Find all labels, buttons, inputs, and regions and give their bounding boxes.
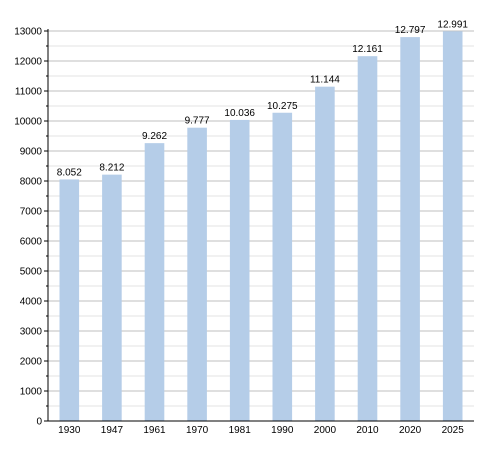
data-label-2010: 12.161 <box>352 44 383 55</box>
y-tick-label: 12000 <box>14 57 42 68</box>
y-tick-label: 8000 <box>20 177 43 188</box>
bar-2020 <box>400 37 420 422</box>
x-tick-label-1930: 1930 <box>58 425 81 436</box>
data-label-1981: 10.036 <box>224 108 255 119</box>
bar-2025 <box>442 31 463 422</box>
y-tick-label: 9000 <box>20 147 43 158</box>
bar-1961 <box>144 143 165 421</box>
x-tick-label-1981: 1981 <box>229 425 252 436</box>
y-tick-label: 5000 <box>20 267 43 278</box>
data-label-1990: 10.275 <box>267 101 298 112</box>
data-labels: 8.052 8.212 9.262 9.777 10.036 10.275 11.144 12… <box>57 19 469 178</box>
bar-1990 <box>272 112 293 421</box>
bar-2000 <box>315 86 335 422</box>
y-tick-label: 1000 <box>20 387 43 398</box>
y-tick-label: 2000 <box>20 357 43 368</box>
y-tick-label: 10000 <box>14 117 42 128</box>
data-label-2020: 12.797 <box>395 25 426 36</box>
bar-1930 <box>59 179 80 421</box>
bars <box>59 31 463 422</box>
y-axis: 0 1000 2000 3000 4000 5000 6000 7000 8000 9000 100… <box>14 27 49 428</box>
y-tick-label: 3000 <box>20 327 43 338</box>
x-tick-label-1970: 1970 <box>186 425 209 436</box>
bar-1947 <box>102 174 122 421</box>
data-label-2000: 11.144 <box>310 75 340 86</box>
x-axis: 1930 1947 1961 1970 1981 1990 2000 2010 2020 2025 <box>48 420 474 436</box>
x-tick-label-2000: 2000 <box>314 425 337 436</box>
data-label-1961: 9.262 <box>142 131 167 142</box>
x-tick-label-2025: 2025 <box>442 425 465 436</box>
x-tick-label-1947: 1947 <box>101 425 124 436</box>
x-tick-label-1990: 1990 <box>271 425 294 436</box>
y-tick-label: 6000 <box>20 237 43 248</box>
y-tick-label: 7000 <box>20 207 43 218</box>
bar-1981 <box>229 119 250 422</box>
bar-2010 <box>357 56 378 422</box>
x-tick-label-2010: 2010 <box>356 425 379 436</box>
data-label-1930: 8.052 <box>57 167 82 178</box>
y-tick-label: 4000 <box>20 297 43 308</box>
y-tick-label: 0 <box>36 417 42 428</box>
x-tick-label-1961: 1961 <box>143 425 166 436</box>
y-tick-label: 13000 <box>14 27 42 38</box>
bar-1970 <box>187 127 207 421</box>
x-tick-label-2020: 2020 <box>399 425 422 436</box>
y-tick-label: 11000 <box>15 87 43 98</box>
data-label-1970: 9.777 <box>185 116 210 127</box>
data-label-2025: 12.991 <box>437 19 468 30</box>
data-label-1947: 8.212 <box>99 163 124 174</box>
